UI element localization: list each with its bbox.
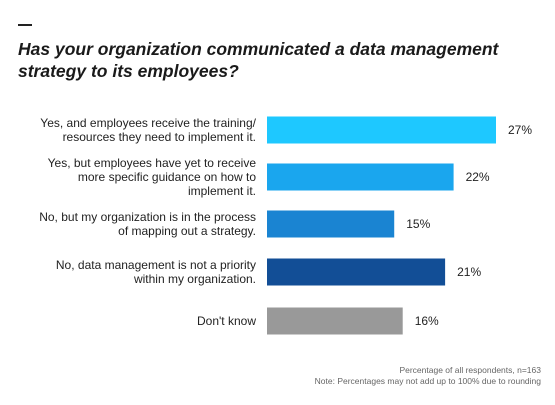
category-label-line: Yes, but employees have yet to receive xyxy=(48,156,257,170)
category-label-line: within my organization. xyxy=(133,272,256,286)
footnote-sample-size: Percentage of all respondents, n=163 xyxy=(399,365,541,375)
chart-title: Has your organization communicated a dat… xyxy=(18,39,499,81)
category-label-line: No, but my organization is in the proces… xyxy=(39,210,256,224)
title-accent-dash xyxy=(18,24,32,26)
category-label-3: No, data management is not a priority wit… xyxy=(56,258,256,286)
bar-value-label-1: 22% xyxy=(466,170,490,184)
category-label-line: Don't know xyxy=(197,314,256,328)
category-label-line: resources they need to implement it. xyxy=(63,130,256,144)
bar-value-label-2: 15% xyxy=(406,217,430,231)
bar-value-label-3: 21% xyxy=(457,265,481,279)
category-label-2: No, but my organization is in the proces… xyxy=(39,210,256,238)
bar-2 xyxy=(267,210,395,238)
category-label-line: implement it. xyxy=(188,184,256,198)
category-label-4: Don't know xyxy=(197,314,256,328)
bar-0 xyxy=(267,116,496,144)
bar-1 xyxy=(267,163,454,191)
category-label-line: more specific guidance on how to xyxy=(78,170,256,184)
category-label-line: No, data management is not a priority xyxy=(56,258,256,272)
category-label-line: of mapping out a strategy. xyxy=(118,224,256,238)
footnote-rounding-note: Note: Percentages may not add up to 100%… xyxy=(314,376,541,386)
bar-4 xyxy=(267,307,403,335)
bar-value-label-0: 27% xyxy=(508,123,532,137)
category-label-0: Yes, and employees receive the training/… xyxy=(40,116,256,144)
category-label-1: Yes, but employees have yet to receive mo… xyxy=(48,156,257,198)
bar-value-label-4: 16% xyxy=(415,314,439,328)
category-label-line: Yes, and employees receive the training/ xyxy=(40,116,256,130)
bar-3 xyxy=(267,258,446,286)
footnote: Percentage of all respondents, n=163 Not… xyxy=(315,365,541,387)
